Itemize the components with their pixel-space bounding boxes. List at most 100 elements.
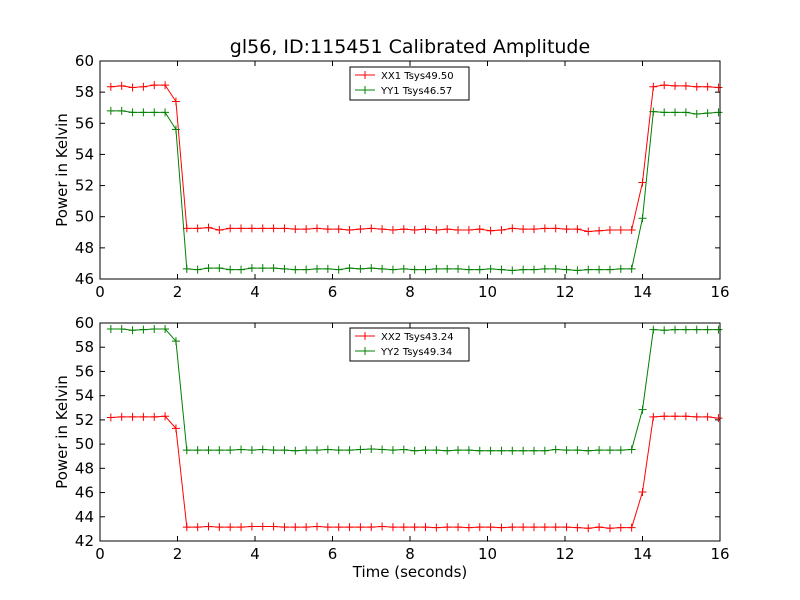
data-point-marker (399, 264, 408, 273)
data-point-marker (193, 523, 202, 532)
legend-marker (361, 332, 369, 340)
data-point-marker (291, 523, 300, 532)
data-point-marker (508, 446, 517, 455)
y-axis-label: Power in Kelvin (53, 375, 71, 489)
data-point-marker (302, 265, 311, 274)
data-point-marker (573, 225, 582, 234)
y-tick-label: 54 (75, 145, 94, 163)
x-tick-label: 0 (95, 283, 105, 301)
data-point-marker (486, 446, 495, 455)
x-tick-label: 10 (478, 545, 497, 563)
data-point-marker (475, 265, 484, 274)
y-tick-label: 46 (75, 270, 94, 288)
data-point-marker (226, 265, 235, 274)
x-tick-label: 12 (555, 545, 574, 563)
data-point-marker (432, 523, 441, 532)
data-point-marker (237, 265, 246, 274)
data-point-marker (671, 412, 680, 421)
data-point-marker (454, 523, 463, 532)
data-point-marker (313, 224, 321, 233)
data-point-marker (204, 223, 213, 232)
data-point-marker (660, 108, 669, 117)
data-point-marker (313, 446, 321, 455)
y-tick-label: 56 (75, 362, 94, 380)
data-point-marker (519, 446, 528, 455)
data-point-marker (399, 445, 408, 454)
x-axis-label: Time (seconds) (352, 563, 468, 581)
data-point-marker (551, 445, 560, 454)
data-point-marker (703, 325, 712, 334)
data-point-marker (117, 412, 126, 421)
series-line-1 (110, 415, 719, 529)
data-point-marker (464, 523, 473, 532)
data-point-marker (475, 523, 484, 532)
data-point-marker (388, 225, 397, 234)
legend-box (349, 327, 470, 362)
x-tick-label: 16 (710, 545, 729, 563)
data-point-marker (302, 523, 311, 532)
data-point-marker (258, 264, 267, 273)
data-point-marker (171, 337, 180, 346)
data-point-marker (530, 265, 538, 274)
data-point-marker (649, 82, 658, 91)
data-point-marker (313, 264, 321, 273)
data-point-marker (226, 523, 235, 532)
data-point-marker (421, 446, 430, 455)
data-point-marker (551, 523, 560, 532)
data-point-marker (519, 523, 528, 532)
data-point-marker (443, 225, 452, 234)
data-point-marker (291, 225, 300, 234)
y-tick-label: 52 (75, 177, 94, 195)
data-point-marker (432, 446, 441, 455)
data-point-marker (714, 83, 723, 92)
data-point-marker (714, 414, 723, 423)
data-point-marker (692, 82, 701, 91)
data-point-marker (671, 81, 680, 90)
data-point-marker (432, 225, 441, 234)
data-point-marker (237, 523, 246, 532)
data-point-marker (150, 325, 159, 334)
data-point-marker (106, 106, 115, 115)
y-axis-label: Power in Kelvin (53, 113, 71, 227)
data-point-marker (378, 225, 387, 234)
data-point-marker (367, 444, 376, 453)
data-point-marker (497, 446, 506, 455)
data-point-marker (410, 265, 419, 274)
y-tick-label: 58 (75, 338, 94, 356)
data-point-marker (454, 264, 463, 273)
x-tick-label: 8 (405, 545, 415, 563)
data-point-marker (117, 325, 126, 334)
data-point-marker (595, 446, 604, 455)
data-point-marker (171, 424, 180, 433)
x-tick-label: 16 (710, 283, 729, 301)
data-point-marker (519, 225, 528, 234)
data-point-marker (291, 265, 300, 274)
data-point-marker (161, 412, 170, 421)
y-tick-label: 52 (75, 411, 94, 429)
data-point-marker (454, 225, 463, 234)
data-point-marker (280, 446, 289, 455)
data-point-marker (540, 523, 549, 532)
data-point-marker (269, 446, 278, 455)
data-point-marker (182, 523, 191, 532)
data-point-marker (703, 109, 712, 118)
data-point-marker (247, 224, 256, 233)
data-point-marker (345, 446, 354, 455)
data-point-marker (161, 81, 170, 90)
plot-frame (99, 322, 721, 542)
data-point-marker (584, 265, 593, 274)
data-point-marker (627, 523, 636, 532)
data-point-marker (356, 523, 365, 532)
legend-label: XX2 Tsys43.24 (381, 332, 454, 343)
legend-label: YY2 Tsys49.34 (380, 347, 452, 358)
data-point-marker (247, 446, 256, 455)
data-point-marker (204, 264, 213, 273)
data-point-marker (421, 225, 430, 234)
data-point-marker (605, 265, 614, 274)
data-point-marker (204, 446, 213, 455)
data-point-marker (454, 446, 463, 455)
x-tick-label: 14 (633, 283, 652, 301)
data-point-marker (215, 225, 224, 234)
legend-marker (361, 71, 369, 79)
data-point-marker (410, 446, 419, 455)
